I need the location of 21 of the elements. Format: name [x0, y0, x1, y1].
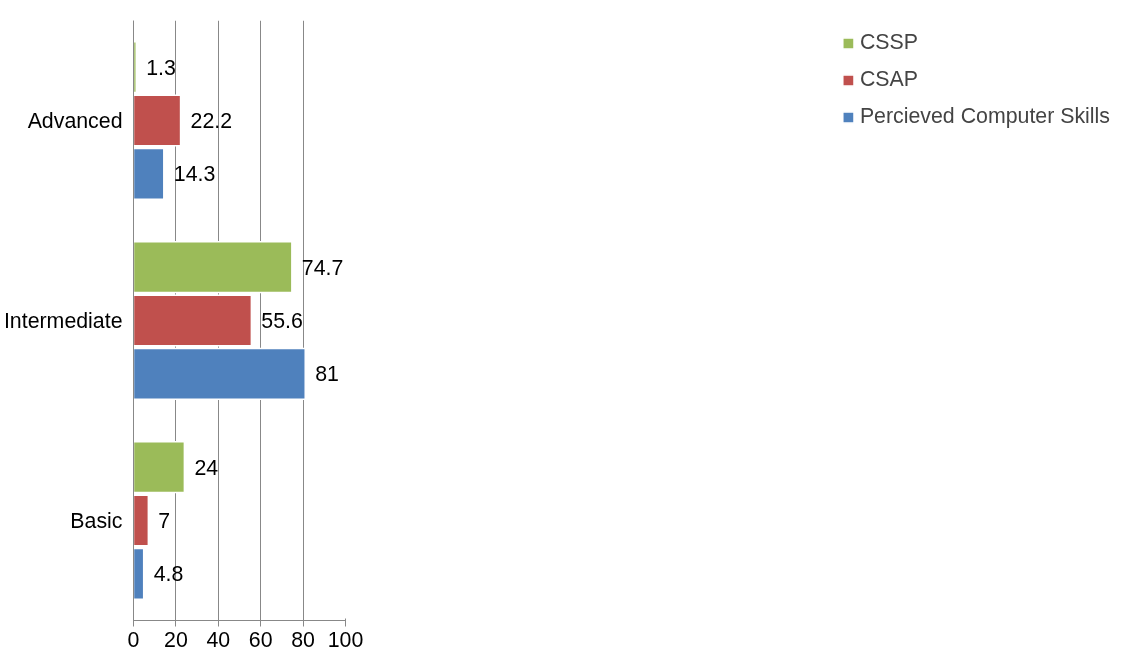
x-tick-label: 100: [327, 627, 364, 652]
data-label: 55.6: [261, 309, 303, 333]
legend-label: CSAP: [859, 67, 918, 92]
data-label: 4.8: [153, 562, 184, 587]
x-tick-label: 40: [206, 627, 231, 652]
y-tick-label: Basic: [70, 508, 123, 533]
x-tick-label: 20: [164, 627, 188, 652]
data-label: 74.7: [301, 255, 344, 280]
y-tick-label: Advanced: [27, 108, 123, 133]
data-label: 24: [194, 455, 219, 480]
legend-label: Percieved Computer Skills: [859, 104, 1110, 129]
x-tick-label: 80: [291, 627, 316, 652]
y-tick-label: Intermediate: [3, 308, 123, 333]
data-label: 22.2: [190, 109, 233, 133]
x-tick-label: 60: [248, 627, 273, 652]
data-label: 7: [158, 509, 171, 533]
x-tick-label: 0: [127, 627, 140, 652]
data-label: 81: [315, 362, 339, 387]
data-label: 1.3: [146, 55, 176, 80]
data-label: 14.3: [173, 162, 216, 187]
legend-label: CSSP: [859, 30, 918, 55]
